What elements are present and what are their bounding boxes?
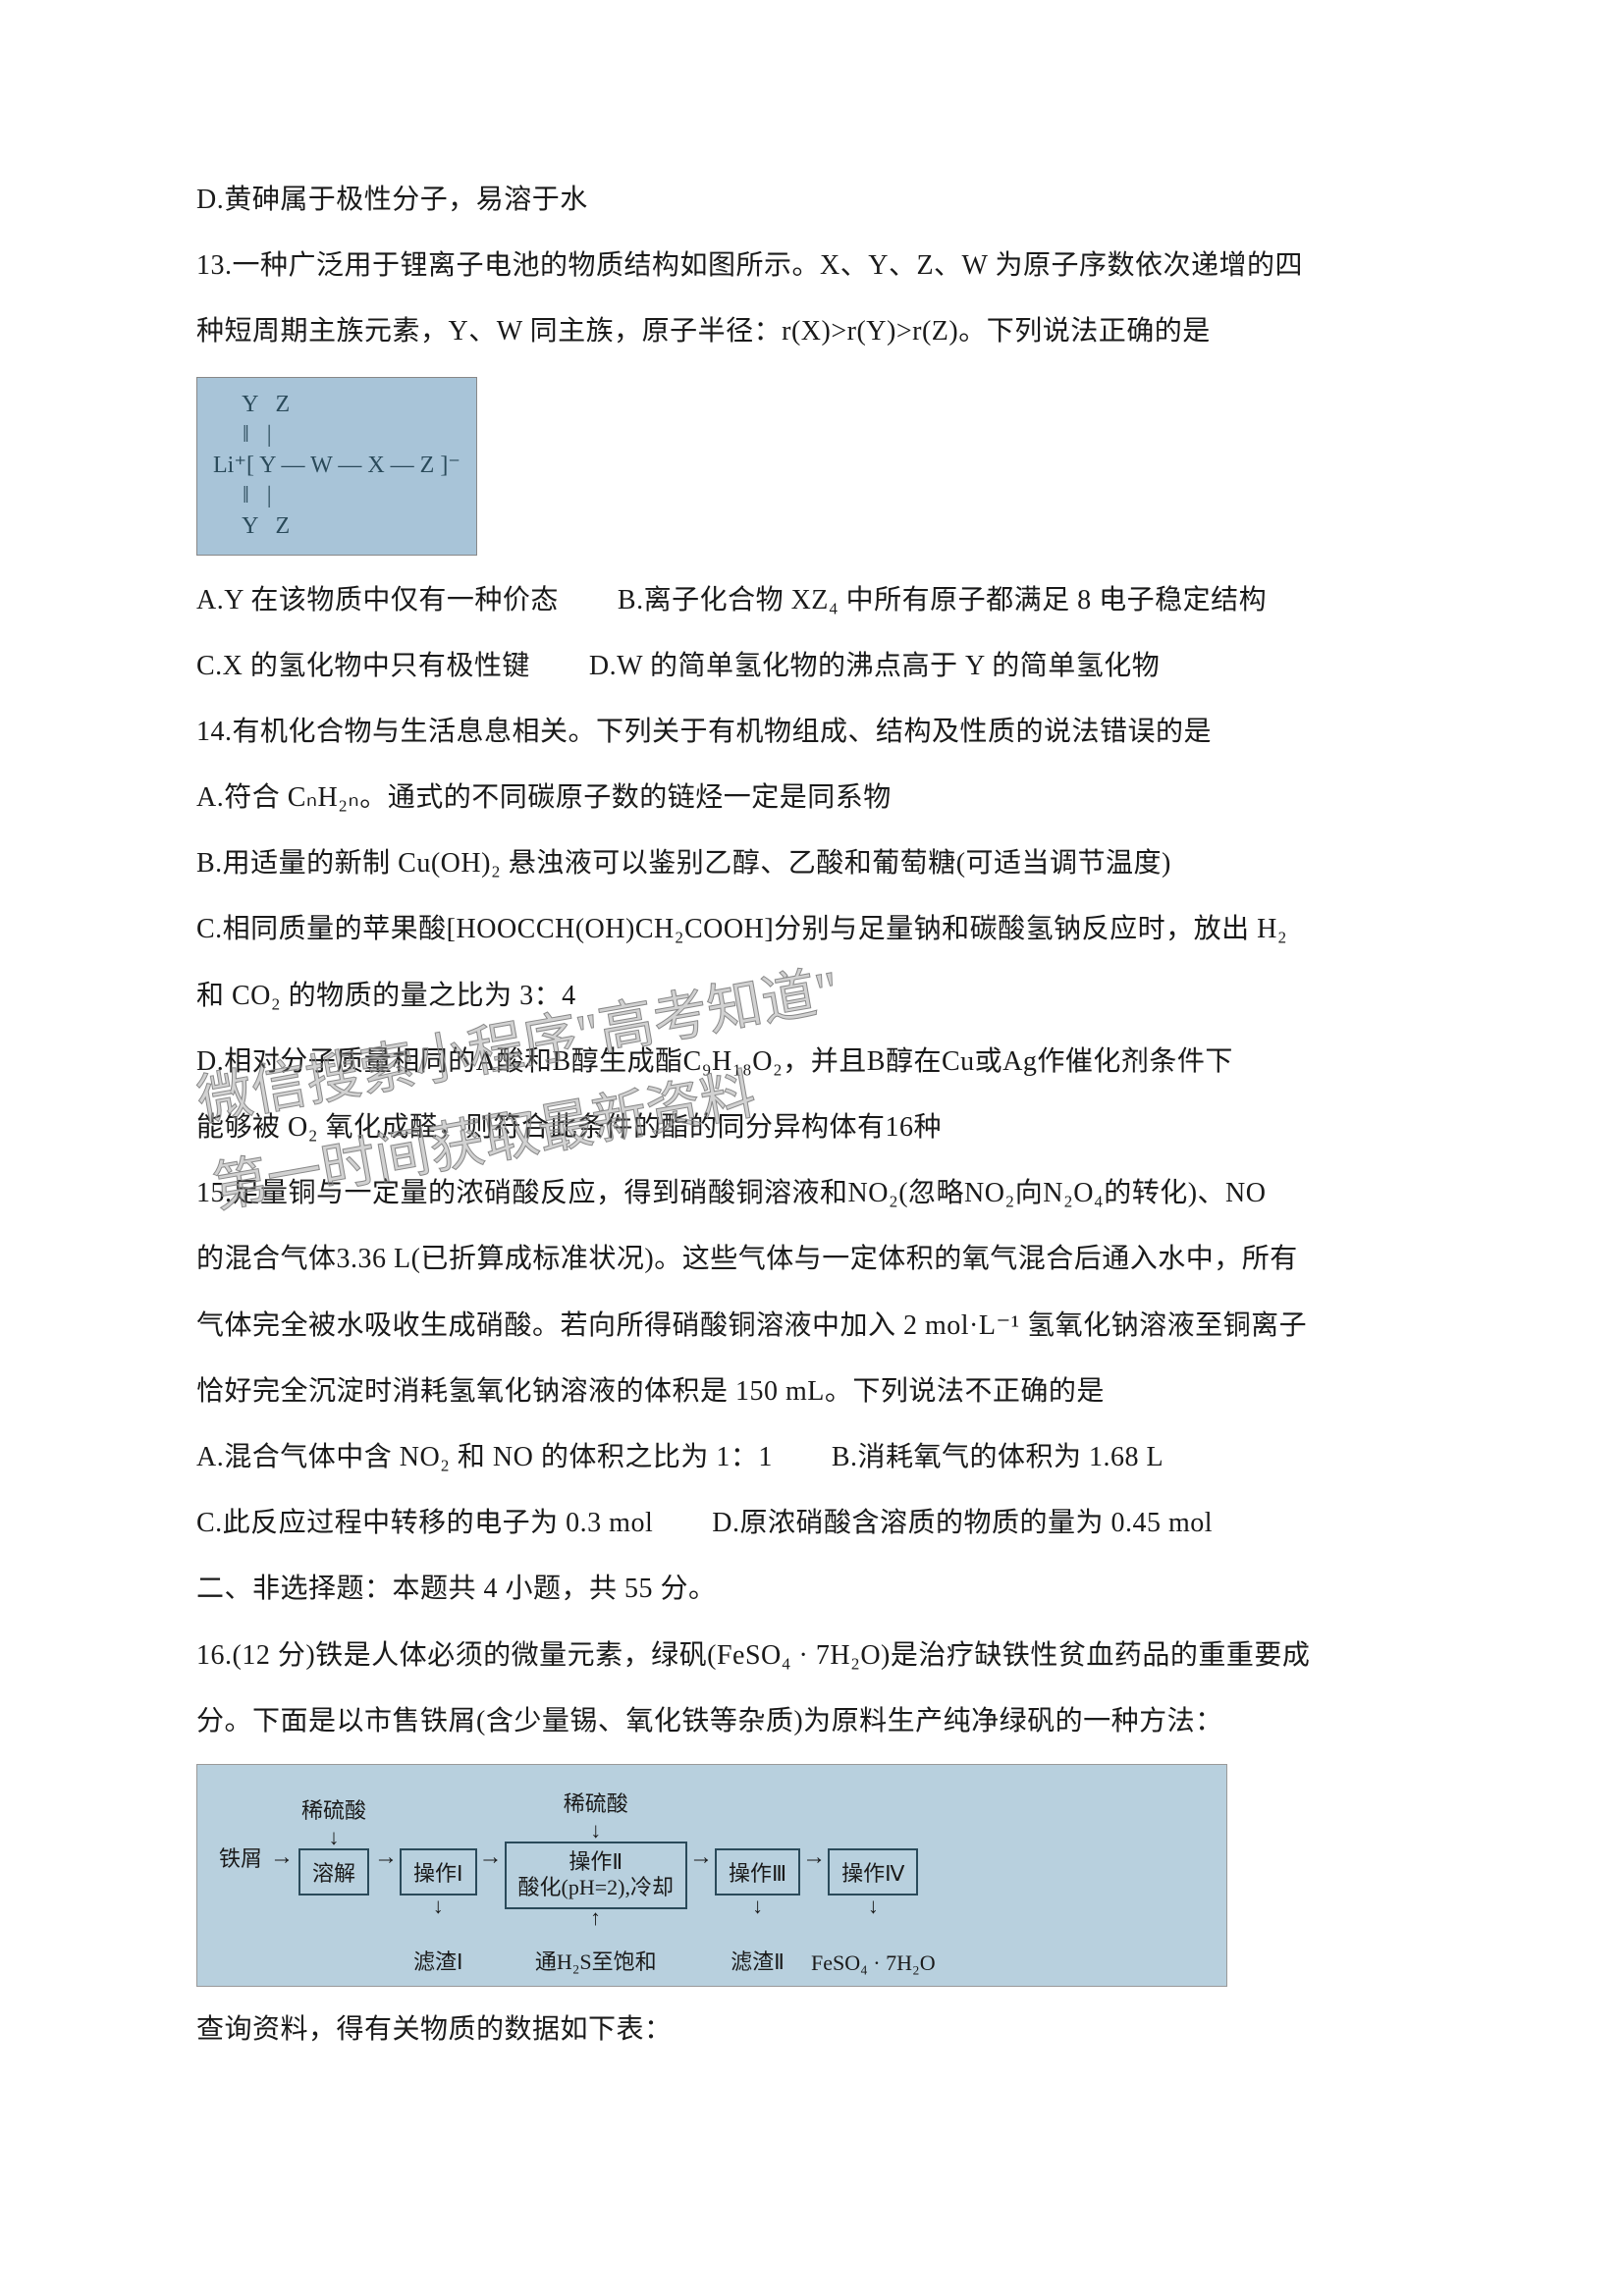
q16-table-note: 查询资料，得有关物质的数据如下表： — [196, 1997, 1428, 2062]
section-2-heading: 二、非选择题：本题共 4 小题，共 55 分。 — [196, 1556, 1428, 1622]
arrow-right-icon: → — [268, 1844, 296, 1871]
q13-stem-line1: 13.一种广泛用于锂离子电池的物质结构如图所示。X、Y、Z、W 为原子序数依次递… — [196, 233, 1428, 298]
fc-top-h2so4-1: 稀硫酸 — [296, 1791, 372, 1827]
q16-line1: 16.(12 分)铁是人体必须的微量元素，绿矾(FeSO₄ · 7H₂O)是治疗… — [196, 1623, 1428, 1688]
q13-stem-line2: 种短周期主族元素，Y、W 同主族，原子半径：r(X)>r(Y)>r(Z)。下列说… — [196, 298, 1428, 364]
q14-option-a: A.符合 CₙH₂ₙ。通式的不同碳原子数的链烃一定是同系物 — [196, 765, 1428, 830]
q14-option-c-1: C.相同质量的苹果酸[HOOCCH(OH)CH₂COOH]分别与足量钠和碳酸氢钠… — [196, 896, 1428, 962]
arrow-down-icon: ↓ — [590, 1820, 601, 1842]
arrow-down-icon: ↓ — [752, 1896, 763, 1917]
q14-stem: 14.有机化合物与生活息息相关。下列关于有机物组成、结构及性质的说法错误的是 — [196, 699, 1428, 765]
q12-option-d: D.黄砷属于极性分子，易溶于水 — [196, 167, 1428, 233]
fc-residue-1: 滤渣Ⅰ — [407, 1943, 469, 1978]
q13-option-c: C.X 的氢化物中只有极性键 — [196, 633, 530, 699]
arrow-down-icon: ↓ — [329, 1827, 340, 1848]
q14-option-c-2: 和 CO₂ 的物质的量之比为 3：4 — [196, 963, 1428, 1029]
arrow-right-icon: → — [477, 1844, 505, 1871]
fc-step-dissolve: 溶解 — [298, 1848, 369, 1896]
exam-page: D.黄砷属于极性分子，易溶于水 13.一种广泛用于锂离子电池的物质结构如图所示。… — [0, 0, 1624, 2161]
arrow-down-icon: ↓ — [868, 1896, 879, 1917]
fc-h2s-input: 通H₂S至饱和 — [529, 1943, 663, 1978]
q15-option-c: C.此反应过程中转移的电子为 0.3 mol — [196, 1490, 653, 1556]
fc-step-1: 操作Ⅰ — [400, 1848, 477, 1896]
fc-output-feso4: FeSO₄ · 7H₂O — [805, 1949, 942, 1978]
diagram-text: Y Z ‖ | Li⁺[ Y — W — X — Z ]⁻ ‖ | Y Z — [213, 392, 460, 540]
arrow-right-icon: → — [800, 1844, 828, 1871]
fc-step-3: 操作Ⅲ — [715, 1848, 800, 1896]
q13-option-a: A.Y 在该物质中仅有一种价态 — [196, 567, 559, 633]
q14-option-d-1: D.相对分子质量相同的A酸和B醇生成酯C₉H₁₈O₂，并且B醇在Cu或Ag作催化… — [196, 1029, 1428, 1095]
fc-input-iron: 铁屑 — [213, 1840, 268, 1875]
q15-line2: 的混合气体3.36 L(已折算成标准状况)。这些气体与一定体积的氧气混合后通入水… — [196, 1226, 1428, 1292]
q15-line1: 15.足量铜与一定量的浓硝酸反应，得到硝酸铜溶液和NO₂(忽略NO₂向N₂O₄的… — [196, 1160, 1428, 1226]
q14-option-b: B.用适量的新制 Cu(OH)₂ 悬浊液可以鉴别乙醇、乙酸和葡萄糖(可适当调节温… — [196, 830, 1428, 896]
q15-line3: 气体完全被水吸收生成硝酸。若向所得硝酸铜溶液中加入 2 mol·L⁻¹ 氢氧化钠… — [196, 1293, 1428, 1359]
arrow-right-icon: → — [372, 1844, 400, 1871]
fc-step-2: 操作Ⅱ 酸化(pH=2),冷却 — [505, 1842, 687, 1909]
q15-line4: 恰好完全沉淀时消耗氢氧化钠溶液的体积是 150 mL。下列说法不正确的是 — [196, 1359, 1428, 1424]
q15-option-a: A.混合气体中含 NO₂ 和 NO 的体积之比为 1：1 — [196, 1424, 773, 1490]
q15-option-b: B.消耗氧气的体积为 1.68 L — [832, 1424, 1428, 1490]
fc-top-h2so4-2: 稀硫酸 — [558, 1785, 634, 1820]
arrow-up-icon: ↓ — [590, 1909, 601, 1931]
q13-option-d: D.W 的简单氢化物的沸点高于 Y 的简单氢化物 — [589, 633, 1428, 699]
arrow-right-icon: → — [687, 1844, 715, 1871]
fc-residue-2: 滤渣Ⅱ — [725, 1943, 790, 1978]
arrow-down-icon: ↓ — [433, 1896, 444, 1917]
q16-flowchart: 铁屑 → 稀硫酸 ↓ 溶解 → 操作Ⅰ ↓ 滤渣Ⅰ → 稀硫酸 ↓ 操作 — [196, 1764, 1227, 1987]
q14-option-d-2: 能够被 O₂ 氧化成醛，则符合此条件的酯的同分异构体有16种 — [196, 1095, 1428, 1160]
q16-line2: 分。下面是以市售铁屑(含少量锡、氧化铁等杂质)为原料生产纯净绿矾的一种方法： — [196, 1688, 1428, 1754]
q15-option-d: D.原浓硝酸含溶质的物质的量为 0.45 mol — [712, 1490, 1428, 1556]
q13-option-b: B.离子化合物 XZ₄ 中所有原子都满足 8 电子稳定结构 — [618, 567, 1428, 633]
q13-structure-diagram: Y Z ‖ | Li⁺[ Y — W — X — Z ]⁻ ‖ | Y Z — [196, 377, 477, 556]
fc-step-4: 操作Ⅳ — [828, 1848, 918, 1896]
